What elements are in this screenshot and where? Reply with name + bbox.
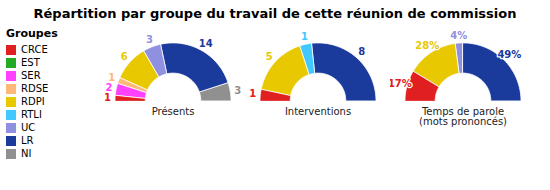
svg-text:17%: 17% xyxy=(390,78,412,89)
svg-text:5: 5 xyxy=(266,51,273,62)
svg-text:1: 1 xyxy=(249,88,256,99)
html-text:RDPI: RDPI xyxy=(21,96,45,107)
svg-text:6: 6 xyxy=(121,51,128,62)
svg-text:Temps de parole(mots prononcés: Temps de parole(mots prononcés) xyxy=(419,106,507,127)
html-text:CRCE: CRCE xyxy=(21,44,48,55)
svg-text:4%: 4% xyxy=(450,30,467,41)
svg-text:14: 14 xyxy=(199,38,213,49)
html-text:SER: SER xyxy=(21,70,41,81)
html-text:EST: EST xyxy=(21,57,40,68)
svg-text:3: 3 xyxy=(234,85,241,96)
svg-text:1: 1 xyxy=(104,92,111,103)
svg-text:Interventions: Interventions xyxy=(285,106,351,117)
svg-text:49%: 49% xyxy=(497,49,521,60)
html-text:RDSE: RDSE xyxy=(21,83,49,94)
html-text:NI: NI xyxy=(21,148,32,159)
html-text:RTLI: RTLI xyxy=(21,109,42,120)
html-text:Groupes: Groupes xyxy=(6,27,58,40)
svg-text:2: 2 xyxy=(105,82,112,93)
html-text:Répartition par groupe du trav: Répartition par groupe du travail de cet… xyxy=(33,6,517,21)
svg-text:1: 1 xyxy=(108,72,115,83)
html-text:UC: UC xyxy=(21,122,36,133)
svg-text:3: 3 xyxy=(146,34,153,45)
svg-text:Présents: Présents xyxy=(152,106,195,117)
svg-text:1: 1 xyxy=(301,31,308,42)
html-text:LR: LR xyxy=(21,135,34,146)
svg-text:8: 8 xyxy=(358,46,365,57)
svg-text:28%: 28% xyxy=(415,40,439,51)
